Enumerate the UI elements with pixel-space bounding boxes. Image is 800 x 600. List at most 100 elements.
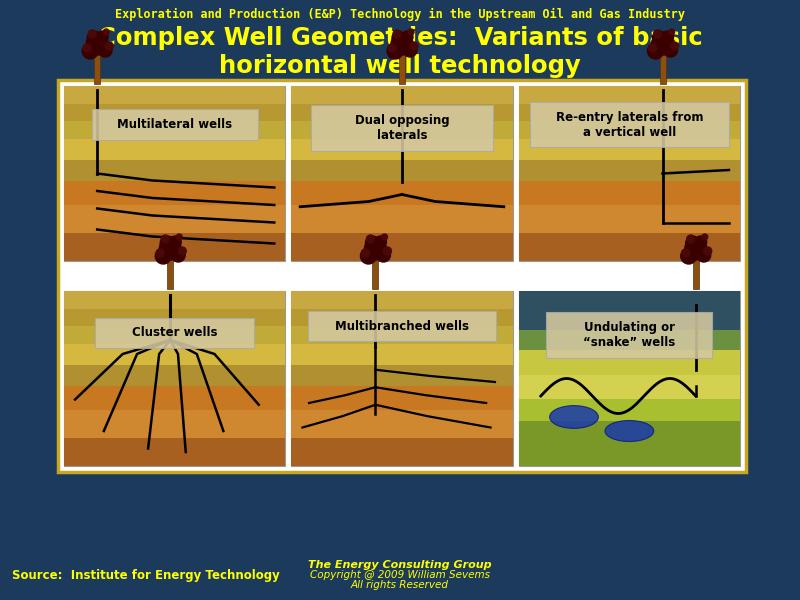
Bar [546,312,712,358]
Text: Multilateral wells: Multilateral wells [117,118,232,131]
Bar [530,102,729,147]
Bar [64,103,286,121]
Text: Copyright @ 2009 William Sevems: Copyright @ 2009 William Sevems [310,570,490,580]
Bar [291,86,513,103]
Text: Dual opposing
laterals: Dual opposing laterals [354,114,450,142]
Circle shape [366,236,379,250]
Bar [95,318,254,348]
Bar [291,233,513,261]
Bar [64,385,286,410]
Circle shape [401,31,413,43]
Circle shape [361,248,377,264]
Bar [518,350,740,374]
Bar [64,139,286,160]
Bar [311,105,493,151]
Circle shape [685,238,706,260]
Ellipse shape [605,421,654,442]
Circle shape [176,234,182,240]
Circle shape [82,43,98,59]
Circle shape [649,44,657,52]
Bar [291,86,513,261]
Bar [64,291,286,308]
Bar [291,326,513,343]
Circle shape [105,42,114,50]
Text: Complex Well Geometries:  Variants of basic
horizontal well technology: Complex Well Geometries: Variants of bas… [98,26,702,78]
Bar [373,259,378,289]
Circle shape [159,238,182,260]
Text: Source:  Institute for Energy Technology: Source: Institute for Energy Technology [12,569,280,582]
Circle shape [663,43,678,57]
Circle shape [392,31,406,45]
Circle shape [365,238,386,260]
Bar [94,54,100,84]
Bar [64,121,286,139]
Bar [291,205,513,233]
Bar [291,343,513,364]
Text: Re-entry laterals from
a vertical well: Re-entry laterals from a vertical well [555,110,703,139]
Circle shape [387,43,403,59]
Text: Undulating or
“snake” wells: Undulating or “snake” wells [583,321,675,349]
Bar [518,442,740,466]
Circle shape [171,248,186,262]
Bar [518,421,740,442]
Circle shape [162,235,170,243]
Circle shape [374,236,386,248]
Bar [518,181,740,205]
Bar [64,160,286,181]
Circle shape [408,29,414,35]
Circle shape [170,236,182,248]
Circle shape [694,236,706,248]
Text: Multibranched wells: Multibranched wells [335,319,469,332]
Bar [291,181,513,205]
Bar [291,308,513,326]
Circle shape [88,30,96,38]
Bar [518,205,740,233]
Circle shape [686,236,700,250]
Circle shape [178,247,186,255]
Circle shape [388,44,396,52]
Bar [291,364,513,385]
Bar [291,121,513,139]
Ellipse shape [550,406,598,428]
Bar [291,385,513,410]
Circle shape [681,248,697,264]
Bar [64,308,286,326]
Circle shape [366,235,374,243]
Bar [291,438,513,466]
Bar [291,160,513,181]
Bar [64,326,286,343]
Bar [659,54,666,84]
Circle shape [653,31,666,45]
Bar [693,259,698,289]
Bar [64,86,286,103]
Bar [58,80,746,472]
Circle shape [403,43,417,57]
Bar [518,139,740,160]
Bar [64,181,286,205]
Bar [167,259,174,289]
Bar [291,291,513,466]
Circle shape [155,248,171,264]
Circle shape [647,43,663,59]
Circle shape [362,249,370,257]
Bar [64,410,286,438]
Circle shape [83,44,91,52]
Circle shape [654,30,662,38]
Bar [291,291,513,308]
Bar [64,343,286,364]
Bar [291,139,513,160]
Circle shape [383,247,391,255]
Bar [518,86,740,103]
Bar [64,291,286,466]
Circle shape [662,31,674,43]
Bar [308,311,496,341]
Circle shape [704,247,712,255]
Bar [518,291,740,466]
Bar [518,291,740,329]
Circle shape [686,235,694,243]
Circle shape [382,234,387,240]
Bar [291,103,513,121]
Circle shape [702,234,708,240]
Circle shape [391,33,413,55]
Circle shape [682,249,690,257]
